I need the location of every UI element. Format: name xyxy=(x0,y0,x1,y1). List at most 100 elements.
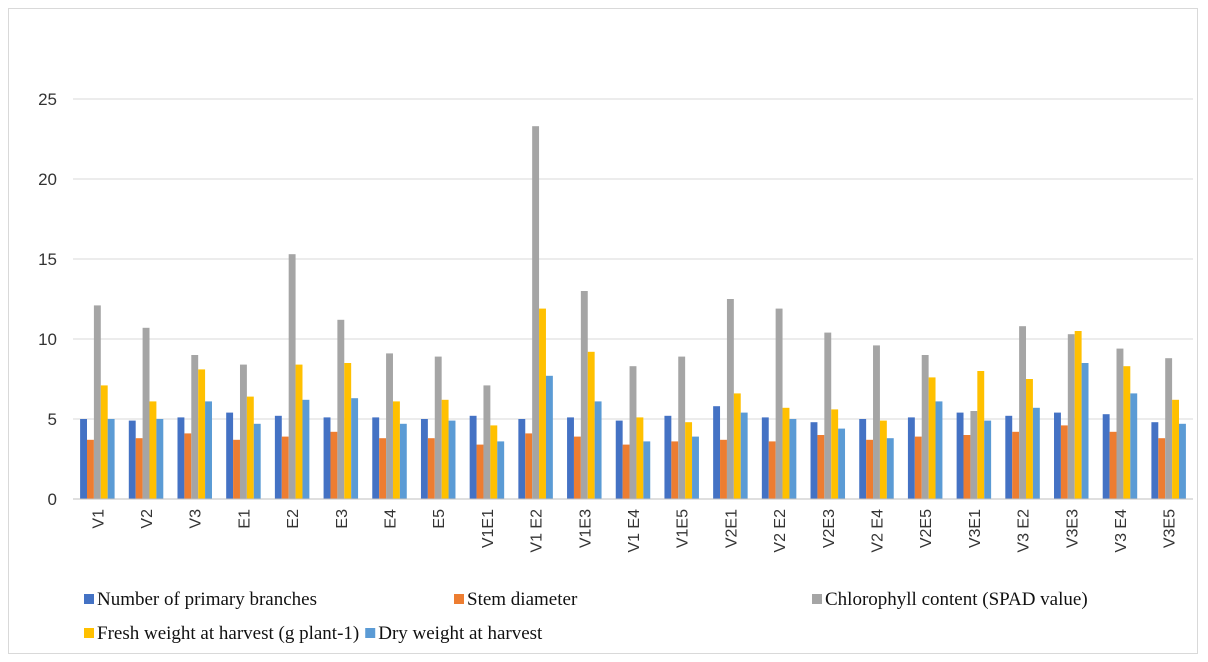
bar xyxy=(323,417,331,499)
bar xyxy=(1102,414,1110,499)
x-tick-label: V1E3 xyxy=(577,509,594,548)
bars xyxy=(80,126,1186,499)
bar xyxy=(142,327,150,499)
bar xyxy=(386,353,393,499)
bar xyxy=(1116,348,1124,499)
bar xyxy=(518,419,526,499)
bar xyxy=(720,439,727,499)
x-tick-label: E2 xyxy=(285,509,302,529)
bar xyxy=(253,423,261,499)
x-tick-label: V2E1 xyxy=(723,509,740,548)
x-tick-label: V1E1 xyxy=(480,509,497,548)
bar xyxy=(573,436,581,499)
bar xyxy=(928,377,936,499)
bar xyxy=(831,409,839,499)
bar xyxy=(866,439,874,499)
x-tick-label: V3 xyxy=(188,509,205,529)
bar xyxy=(1026,379,1033,499)
legend-swatch xyxy=(365,628,376,638)
bar xyxy=(907,417,915,499)
bar xyxy=(1074,331,1082,499)
bar xyxy=(128,420,136,499)
bar xyxy=(226,412,234,499)
x-tick-label: V3E1 xyxy=(967,509,984,548)
bar xyxy=(873,345,880,499)
bar xyxy=(295,364,303,499)
bar xyxy=(879,420,887,499)
bar xyxy=(1172,399,1180,499)
bar xyxy=(434,356,442,499)
bar xyxy=(984,420,992,499)
x-tick-label: V2E3 xyxy=(821,509,838,548)
bar xyxy=(726,299,734,499)
bar xyxy=(337,319,345,499)
bar xyxy=(733,393,741,499)
bar xyxy=(775,308,783,499)
bar xyxy=(615,420,623,499)
bar xyxy=(810,422,818,499)
legend-swatch xyxy=(812,594,822,604)
legend: Number of primary branches Stem diameter C… xyxy=(84,589,1088,644)
bar xyxy=(761,417,769,499)
bar xyxy=(859,419,867,499)
bar xyxy=(886,438,894,499)
bar xyxy=(664,415,672,499)
x-tick-label: V3 E2 xyxy=(1016,509,1033,553)
legend-label: Fresh weight at harvest (g plant-1) xyxy=(97,623,359,644)
bar xyxy=(135,438,143,499)
bar xyxy=(1032,407,1040,499)
bar xyxy=(789,419,797,499)
x-tick-label: V1 xyxy=(90,509,107,529)
bar xyxy=(288,254,296,499)
bar xyxy=(914,436,922,499)
bar xyxy=(107,419,115,499)
legend-swatch xyxy=(454,594,464,604)
y-tick-label: 0 xyxy=(48,490,57,509)
legend-label: Number of primary branches xyxy=(97,589,317,610)
x-tick-label: V1E5 xyxy=(675,509,692,548)
bar xyxy=(1054,412,1061,499)
bar xyxy=(740,412,748,499)
y-tick-label: 15 xyxy=(38,250,57,269)
bar xyxy=(490,425,498,499)
x-tick-label: V2E5 xyxy=(918,509,935,548)
bar xyxy=(580,291,588,499)
x-tick-label: E4 xyxy=(383,509,400,529)
bar xyxy=(824,332,832,499)
legend-swatch xyxy=(84,628,94,638)
bar xyxy=(532,126,540,499)
x-tick-label: V2 E4 xyxy=(869,509,886,553)
bar xyxy=(636,417,644,499)
x-axis-ticks: V1 V2 V3 E1 E2 E3 E4 E5 V1E1 V1 E2 V1E3 V1 E4 V1E5 V2… xyxy=(90,509,1178,553)
bar xyxy=(643,441,651,499)
bar xyxy=(156,419,164,499)
y-tick-label: 25 xyxy=(38,90,57,109)
bar xyxy=(198,369,206,499)
bar xyxy=(1019,326,1027,499)
bar xyxy=(713,406,721,499)
bar xyxy=(963,435,971,499)
bar xyxy=(399,423,407,499)
bar xyxy=(239,364,247,499)
bar xyxy=(427,438,435,499)
bar xyxy=(587,351,595,499)
bar xyxy=(233,439,240,499)
legend-swatch xyxy=(84,594,94,604)
bar xyxy=(678,356,686,499)
y-tick-label: 20 xyxy=(38,170,57,189)
bar xyxy=(1012,431,1020,499)
bar xyxy=(149,401,157,499)
bar xyxy=(545,375,553,499)
y-tick-label: 10 xyxy=(38,330,57,349)
bar xyxy=(629,366,637,499)
bar xyxy=(768,441,776,499)
x-tick-label: V2 xyxy=(139,509,156,529)
bar xyxy=(372,417,380,499)
bar xyxy=(1067,334,1075,499)
x-tick-label: V3E3 xyxy=(1064,509,1081,548)
bar xyxy=(497,441,505,499)
bar xyxy=(1151,422,1159,499)
bar xyxy=(935,401,943,499)
y-tick-label: 5 xyxy=(48,410,57,429)
